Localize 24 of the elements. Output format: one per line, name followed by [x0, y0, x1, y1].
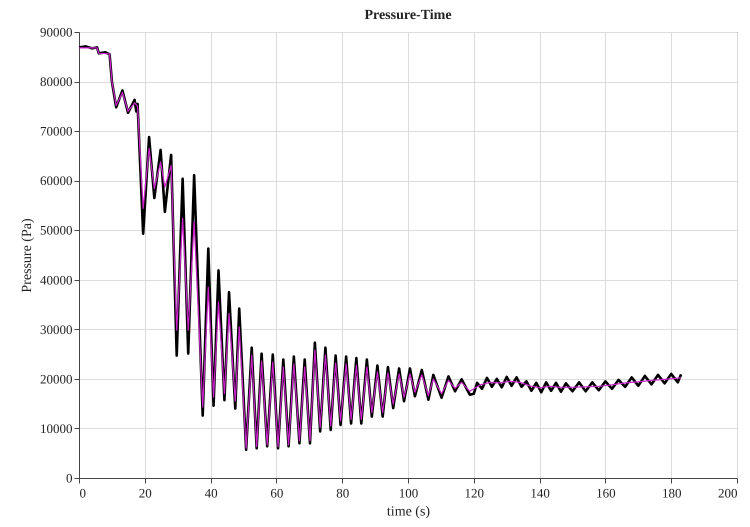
x-tick-label: 200 — [718, 486, 738, 500]
y-tick-label: 20000 — [40, 371, 72, 386]
x-tick-label: 140 — [530, 486, 550, 500]
x-tick-label: 180 — [662, 486, 682, 500]
x-tick-label: 0 — [80, 486, 86, 500]
y-tick-label: 70000 — [40, 124, 72, 139]
y-tick-label: 90000 — [40, 24, 72, 40]
x-tick-label: 20 — [138, 486, 152, 500]
y-tick-label: 60000 — [40, 173, 72, 188]
x-tick-label: 160 — [596, 486, 616, 500]
y-axis-title: Pressure (Pa) — [20, 218, 35, 293]
y-tick-label: 10000 — [40, 420, 72, 436]
y-tick-label: 40000 — [40, 272, 72, 288]
x-tick-label: 100 — [398, 486, 418, 500]
y-tick-label: 0 — [66, 470, 72, 486]
chart-title: Pressure-Time — [364, 8, 452, 23]
x-tick-label: 120 — [464, 486, 484, 500]
x-tick-label: 60 — [270, 486, 284, 500]
x-tick-label: 40 — [204, 486, 218, 500]
y-tick-label: 30000 — [40, 322, 72, 337]
y-tick-label: 50000 — [40, 222, 72, 238]
x-axis-title: time (s) — [386, 504, 430, 520]
y-tick-label: 80000 — [40, 74, 72, 90]
x-tick-label: 80 — [336, 486, 350, 500]
